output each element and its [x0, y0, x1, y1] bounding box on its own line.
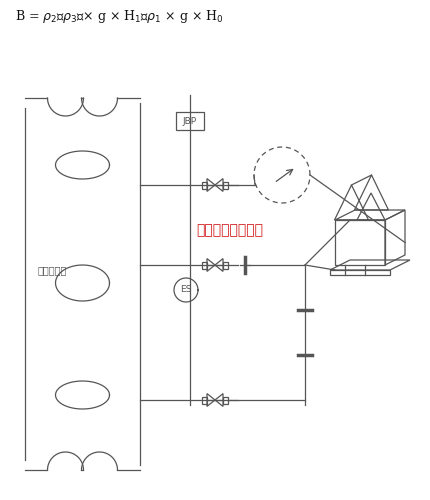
Text: 江苏华云流量计厂: 江苏华云流量计厂: [196, 223, 263, 237]
Text: JBP: JBP: [182, 116, 197, 126]
Bar: [202, 182, 206, 188]
Text: B = $\rho_2$（$\rho_3$）× g × H$_1$－$\rho_1$ × g × H$_0$: B = $\rho_2$（$\rho_3$）× g × H$_1$－$\rho_…: [15, 8, 223, 25]
Bar: [175, 112, 203, 130]
Text: 管线或设备: 管线或设备: [38, 265, 67, 275]
Text: ES: ES: [180, 286, 191, 294]
Bar: [222, 262, 227, 268]
Bar: [222, 182, 227, 188]
Bar: [202, 396, 206, 404]
Bar: [222, 396, 227, 404]
Bar: [202, 262, 206, 268]
